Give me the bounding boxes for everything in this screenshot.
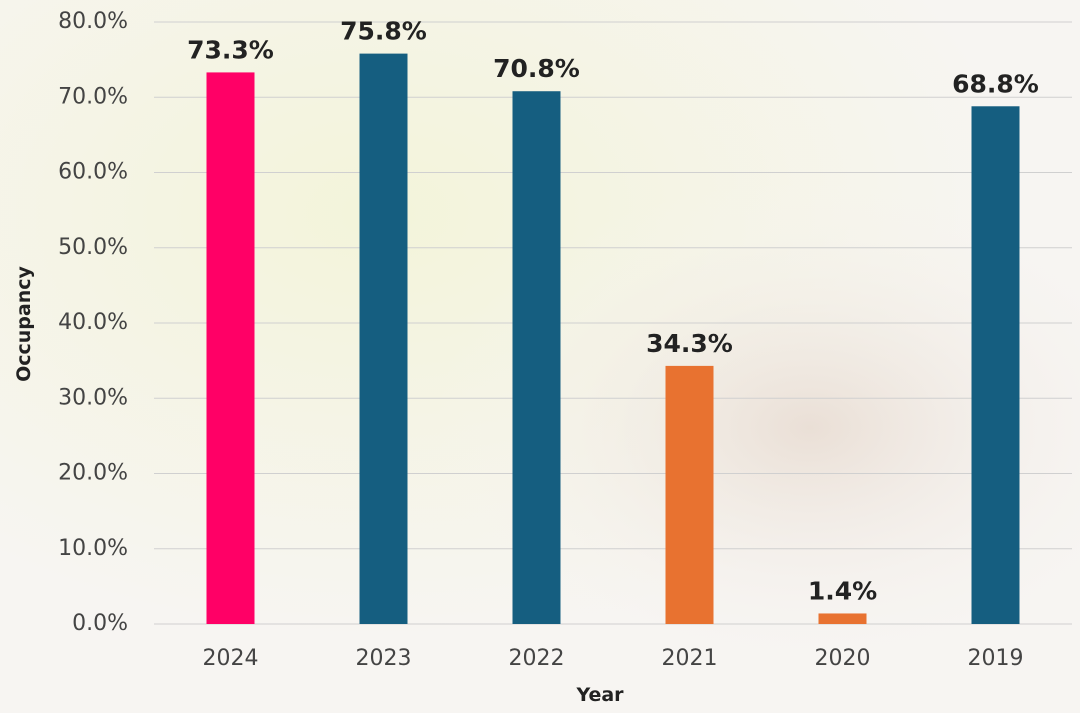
y-tick-label: 80.0% bbox=[58, 9, 128, 34]
y-tick-label: 50.0% bbox=[58, 235, 128, 260]
bar bbox=[666, 366, 714, 624]
y-tick-label: 60.0% bbox=[58, 160, 128, 185]
y-tick-label: 10.0% bbox=[58, 536, 128, 561]
bar bbox=[513, 91, 561, 624]
x-tick-label: 2022 bbox=[509, 646, 565, 671]
x-tick-label: 2019 bbox=[968, 646, 1024, 671]
value-label: 73.3% bbox=[187, 35, 274, 64]
y-tick-label: 30.0% bbox=[58, 385, 128, 410]
y-axis-title: Occupancy bbox=[13, 265, 35, 381]
x-tick-label: 2020 bbox=[815, 646, 871, 671]
x-tick-label: 2024 bbox=[203, 646, 259, 671]
page: {"chart_data": { "type": "bar", "x_label… bbox=[0, 0, 1080, 713]
y-tick-label: 70.0% bbox=[58, 84, 128, 109]
x-tick-label: 2023 bbox=[356, 646, 412, 671]
bar bbox=[360, 54, 408, 624]
bar bbox=[819, 613, 867, 624]
bar bbox=[207, 72, 255, 624]
value-label: 68.8% bbox=[952, 69, 1039, 98]
y-tick-label: 20.0% bbox=[58, 461, 128, 486]
x-axis-title: Year bbox=[575, 684, 624, 706]
value-label: 75.8% bbox=[340, 17, 427, 46]
y-tick-label: 40.0% bbox=[58, 310, 128, 335]
value-label: 1.4% bbox=[808, 576, 877, 605]
value-label: 70.8% bbox=[493, 54, 580, 83]
y-tick-label: 0.0% bbox=[72, 611, 128, 636]
chart: Year Occupancy 0.0% 10.0% 20.0% 30.0% 40.0% 5… bbox=[0, 0, 1080, 713]
value-label: 34.3% bbox=[646, 329, 733, 358]
x-tick-label: 2021 bbox=[662, 646, 718, 671]
bar bbox=[972, 106, 1020, 624]
